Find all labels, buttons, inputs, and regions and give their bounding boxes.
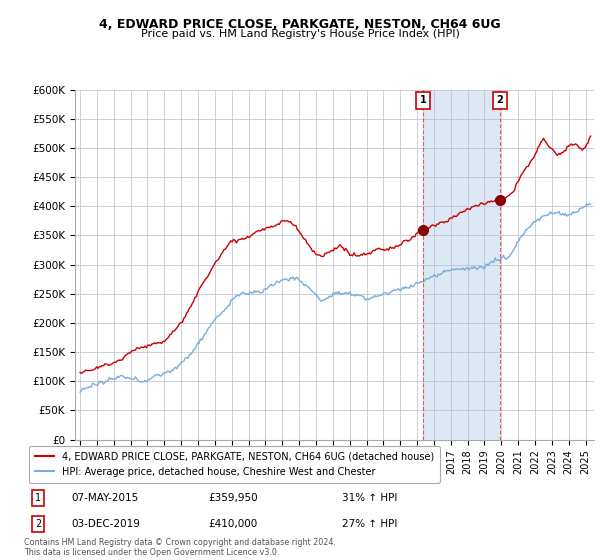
Text: 4, EDWARD PRICE CLOSE, PARKGATE, NESTON, CH64 6UG: 4, EDWARD PRICE CLOSE, PARKGATE, NESTON,… — [99, 18, 501, 31]
Text: 2: 2 — [497, 95, 503, 105]
Text: 07-MAY-2015: 07-MAY-2015 — [71, 493, 139, 503]
Text: 27% ↑ HPI: 27% ↑ HPI — [342, 519, 397, 529]
Text: 31% ↑ HPI: 31% ↑ HPI — [342, 493, 397, 503]
Text: 1: 1 — [419, 95, 427, 105]
Text: Price paid vs. HM Land Registry's House Price Index (HPI): Price paid vs. HM Land Registry's House … — [140, 29, 460, 39]
Text: £410,000: £410,000 — [208, 519, 257, 529]
Bar — [423, 90, 500, 440]
Text: 1: 1 — [35, 493, 41, 503]
Text: 2: 2 — [35, 519, 41, 529]
Legend: 4, EDWARD PRICE CLOSE, PARKGATE, NESTON, CH64 6UG (detached house), HPI: Average: 4, EDWARD PRICE CLOSE, PARKGATE, NESTON,… — [29, 446, 440, 483]
Text: £359,950: £359,950 — [208, 493, 258, 503]
Text: 03-DEC-2019: 03-DEC-2019 — [71, 519, 140, 529]
Text: Contains HM Land Registry data © Crown copyright and database right 2024.
This d: Contains HM Land Registry data © Crown c… — [24, 538, 336, 557]
